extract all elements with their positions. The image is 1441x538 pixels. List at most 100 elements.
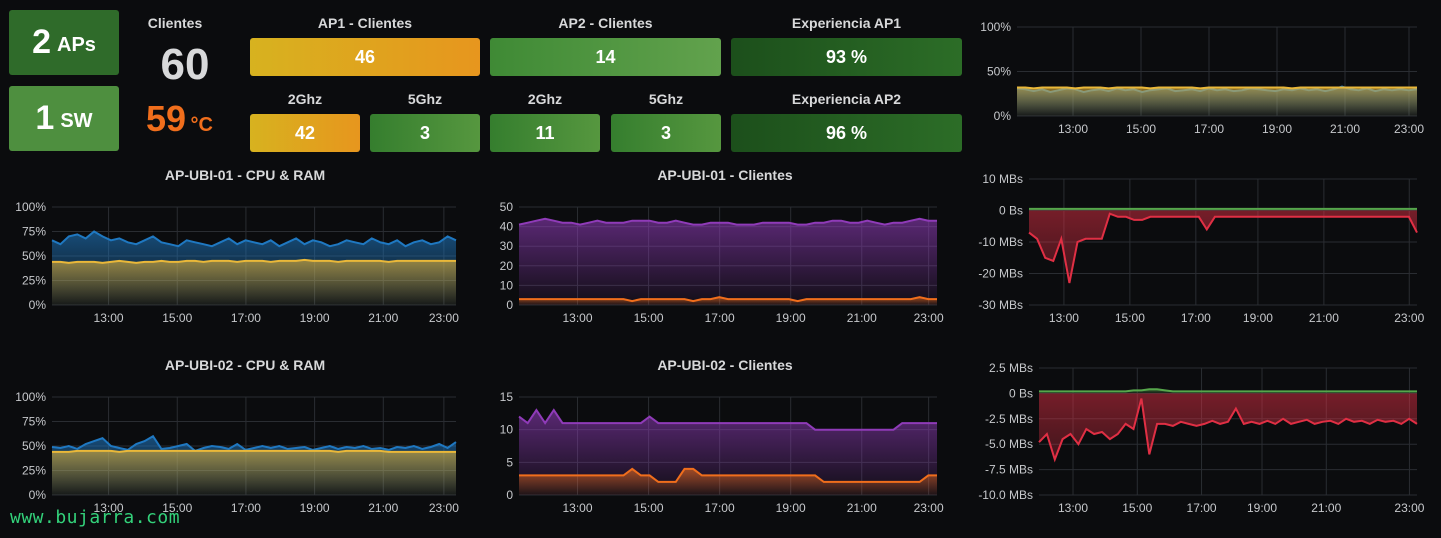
chart-ap-ubi-02-cpu-ram[interactable]: 100% 75% 50% 25% 0% 13:00 15:00 17:00 19:00 21:00…: [0, 385, 480, 525]
x-tick-label: 15:00: [634, 501, 664, 515]
y-tick-label: 100%: [15, 200, 46, 214]
x-tick-label: 13:00: [563, 311, 593, 325]
bar-ap2-clientes: 14: [490, 38, 721, 76]
panel-title-cli2: AP-UBI-02 - Clientes: [657, 357, 793, 373]
y-tick-label: 100%: [980, 20, 1011, 34]
x-tick-label: 13:00: [1058, 501, 1088, 515]
x-tick-label: 15:00: [1122, 501, 1152, 515]
x-tick-label: 23:00: [429, 311, 459, 325]
x-tick-label: 17:00: [705, 311, 735, 325]
series-line: [1038, 398, 1418, 463]
bar-ap1-clientes: 46: [250, 38, 480, 76]
bar-experiencia-ap2: 96 %: [731, 114, 962, 152]
series-line: [1028, 212, 1418, 284]
y-tick-label: 75%: [22, 225, 46, 239]
series-area: [52, 450, 456, 495]
y-tick-label: -10.0 MBs: [978, 488, 1033, 502]
chart-ap-ubi-01-clientes[interactable]: 50 40 30 20 10 0 13:00 15:00 17:00 19:00 21:00 23:0…: [485, 195, 955, 335]
series-area: [519, 410, 937, 495]
y-tick-label: 0: [506, 488, 513, 502]
x-tick-label: 21:00: [847, 501, 877, 515]
chart-throughput-panel-1[interactable]: 10 MBs 0 Bs -10 MBs -20 MBs -30 MBs 13:00 15:0…: [965, 168, 1435, 330]
x-tick-label: 13:00: [94, 501, 124, 515]
y-tick-label: -7.5 MBs: [985, 463, 1033, 477]
sw-unit: SW: [60, 110, 93, 132]
bar-label-ap1-5ghz: 5Ghz: [407, 91, 443, 107]
x-tick-label: 17:00: [231, 501, 261, 515]
aps-unit: APs: [57, 34, 96, 56]
series-line: [1039, 388, 1417, 393]
y-tick-label: 50: [500, 200, 514, 214]
y-tick-label: 50%: [22, 249, 46, 263]
x-tick-label: 23:00: [429, 501, 459, 515]
bar-label-experiencia-ap1: Experiencia AP1: [791, 15, 902, 31]
y-tick-label: -30 MBs: [978, 298, 1023, 312]
series-area: [1017, 87, 1417, 116]
y-tick-label: 50%: [987, 65, 1011, 79]
x-tick-label: 17:00: [705, 501, 735, 515]
chart-ap-ubi-02-clientes[interactable]: 15 10 5 0 13:00 15:00 17:00 19:00 21:00 23:00: [485, 385, 955, 525]
chart-ap-ubi-01-cpu-ram[interactable]: 100% 75% 50% 25% 0% 13:00 15:00 17:00 19:00 21:00…: [0, 195, 480, 335]
series-line: [519, 467, 937, 483]
clientes-label: Clientes: [147, 15, 203, 31]
x-tick-label: 17:00: [231, 311, 261, 325]
y-tick-label: 2.5 MBs: [989, 361, 1033, 375]
y-tick-label: 20: [500, 259, 514, 273]
x-tick-label: 19:00: [1262, 122, 1292, 136]
x-tick-label: 23:00: [914, 501, 944, 515]
panel-title-cli1: AP-UBI-01 - Clientes: [657, 167, 793, 183]
y-tick-label: 10: [500, 278, 514, 292]
x-tick-label: 13:00: [1049, 311, 1079, 325]
y-tick-label: 15: [500, 390, 514, 404]
y-tick-label: -2.5 MBs: [985, 412, 1033, 426]
x-tick-label: 13:00: [1058, 122, 1088, 136]
bar-label-ap1-2ghz: 2Ghz: [287, 91, 323, 107]
x-tick-label: 23:00: [1394, 122, 1424, 136]
y-tick-label: 5: [506, 455, 513, 469]
x-tick-label: 23:00: [914, 311, 944, 325]
y-tick-label: 0: [506, 298, 513, 312]
series-area: [519, 218, 937, 305]
y-tick-label: 10 MBs: [982, 172, 1023, 186]
y-tick-label: 10: [500, 423, 514, 437]
aps-count: 2: [32, 23, 51, 61]
y-tick-label: 0%: [29, 488, 47, 502]
x-tick-label: 19:00: [300, 501, 330, 515]
series-line: [518, 408, 937, 431]
x-tick-label: 17:00: [1181, 311, 1211, 325]
bar-label-ap1-clientes: AP1 - Clientes: [317, 15, 413, 31]
temperature-value: 59: [146, 98, 187, 139]
y-tick-label: -10 MBs: [978, 235, 1023, 249]
panel-title-cpu2: AP-UBI-02 - CPU & RAM: [164, 357, 326, 373]
x-tick-label: 23:00: [1394, 311, 1424, 325]
y-tick-label: 0 Bs: [999, 204, 1023, 218]
y-tick-label: 40: [500, 220, 514, 234]
series-line: [51, 230, 457, 248]
x-tick-label: 23:00: [1394, 501, 1424, 515]
x-tick-label: 19:00: [300, 311, 330, 325]
y-tick-label: -20 MBs: [978, 267, 1023, 281]
bar-label-ap2-5ghz: 5Ghz: [648, 91, 684, 107]
x-tick-label: 13:00: [563, 501, 593, 515]
chart-throughput-panel-2[interactable]: 2.5 MBs 0 Bs -2.5 MBs -5.0 MBs -7.5 MBs -10.0…: [965, 358, 1435, 520]
chart-percent-panel[interactable]: 100% 50% 0% 13:00 15:00 17:00 19:00 21:00 23:00: [965, 15, 1435, 145]
x-tick-label: 17:00: [1194, 122, 1224, 136]
bar-ap2-5ghz: 3: [611, 114, 721, 152]
x-tick-label: 17:00: [1187, 501, 1217, 515]
bar-label-experiencia-ap2: Experiencia AP2: [791, 91, 902, 107]
clientes-value: 60: [160, 40, 210, 89]
series-area: [1039, 393, 1417, 460]
y-tick-label: 50%: [22, 439, 46, 453]
x-tick-label: 21:00: [1309, 311, 1339, 325]
series-line: [52, 258, 456, 264]
x-tick-label: 15:00: [1126, 122, 1156, 136]
panel-title-cpu1: AP-UBI-01 - CPU & RAM: [164, 167, 326, 183]
y-tick-label: 25%: [22, 464, 46, 478]
sw-count: 1: [35, 99, 55, 137]
y-tick-label: 100%: [15, 390, 46, 404]
sw-stat: 1 SW: [9, 86, 119, 151]
x-tick-label: 21:00: [1330, 122, 1360, 136]
bar-experiencia-ap1: 93 %: [731, 38, 962, 76]
x-tick-label: 15:00: [162, 501, 192, 515]
temperature-stat: 59 °C: [146, 98, 226, 140]
